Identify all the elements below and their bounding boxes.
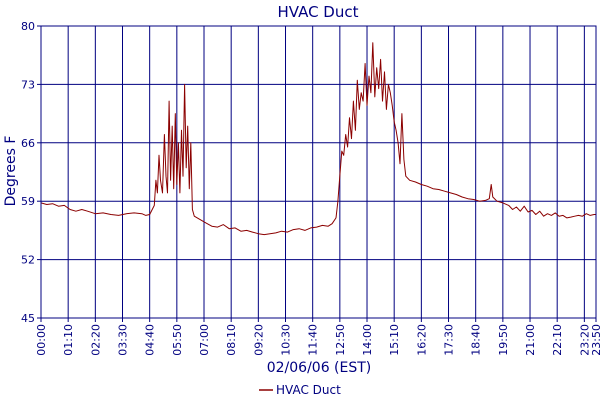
x-axis-label: 02/06/06 (EST) bbox=[267, 360, 372, 376]
x-tick-label: 22:10 bbox=[551, 324, 564, 356]
x-tick-label: 23:50 bbox=[590, 324, 600, 356]
x-tick-labels: 00:00 01:10 02:20 03:30 04:40 05:50 07:00 08:10… bbox=[35, 324, 600, 356]
x-tick-label: 23:20 bbox=[578, 324, 591, 356]
x-tick-label: 05:50 bbox=[171, 324, 184, 356]
series-layer bbox=[40, 42, 596, 236]
x-tick-label: 00:00 bbox=[35, 324, 48, 356]
x-tick-label: 04:40 bbox=[144, 324, 157, 356]
y-tick-label: 80 bbox=[21, 20, 35, 33]
x-tick-label: 17:30 bbox=[443, 324, 456, 356]
x-tick-label: 07:00 bbox=[198, 324, 211, 356]
x-tick-label: 15:10 bbox=[388, 324, 401, 356]
x-tick-label: 14:00 bbox=[361, 324, 374, 356]
y-tick-labels: 45 52 59 66 73 80 bbox=[21, 20, 35, 325]
y-tick-label: 66 bbox=[21, 137, 35, 150]
legend-label: HVAC Duct bbox=[276, 383, 341, 397]
y-axis-label: Degrees F bbox=[3, 136, 19, 207]
x-tick-label: 21:00 bbox=[524, 324, 537, 356]
x-tick-label: 12:50 bbox=[334, 324, 347, 356]
x-tick-label: 19:50 bbox=[497, 324, 510, 356]
x-tick-label: 09:20 bbox=[252, 324, 265, 356]
x-tick-label: 10:30 bbox=[280, 324, 293, 356]
legend: HVAC Duct bbox=[259, 383, 341, 397]
y-tick-label: 73 bbox=[21, 78, 35, 91]
x-tick-label: 16:20 bbox=[415, 324, 428, 356]
series-line-hvac-duct bbox=[40, 42, 596, 236]
x-tick-label: 18:40 bbox=[470, 324, 483, 356]
plot-area-frame bbox=[40, 25, 597, 319]
y-tick-label: 52 bbox=[21, 254, 35, 267]
x-tick-label: 02:20 bbox=[89, 324, 102, 356]
x-tick-label: 01:10 bbox=[62, 324, 75, 356]
y-tick-label: 59 bbox=[21, 195, 35, 208]
y-tick-label: 45 bbox=[21, 312, 35, 325]
x-tick-label: 08:10 bbox=[225, 324, 238, 356]
x-tick-label: 11:40 bbox=[307, 324, 320, 356]
x-tick-label: 03:30 bbox=[117, 324, 130, 356]
chart-title: HVAC Duct bbox=[277, 3, 358, 21]
